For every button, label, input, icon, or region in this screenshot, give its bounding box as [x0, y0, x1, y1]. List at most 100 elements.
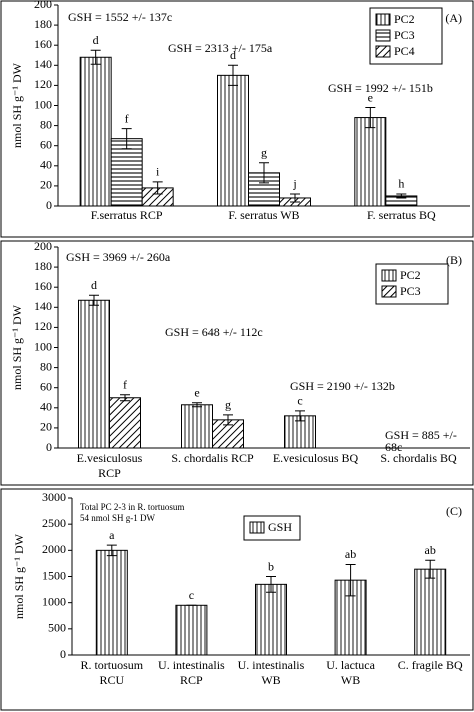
legend-swatch	[375, 45, 391, 58]
y-tick-label: 40	[40, 158, 52, 172]
panel-label: (C)	[446, 504, 462, 518]
x-tick-label: U. intestinalis WB	[237, 658, 305, 687]
error-bar	[259, 162, 269, 184]
y-tick-label: 80	[40, 117, 52, 131]
error-bar	[290, 193, 300, 203]
legend-label: PC2	[400, 268, 421, 282]
y-tick-label: 160	[34, 279, 52, 293]
legend-swatch	[381, 269, 397, 282]
significance-letter: a	[109, 528, 115, 542]
y-tick-label: 200	[34, 0, 52, 11]
x-tick-label: U. lactuca WB	[326, 658, 375, 687]
y-tick-label: 60	[40, 137, 52, 151]
y-axis-label: nmol SH g⁻¹ DW	[10, 62, 24, 148]
legend-swatch	[381, 285, 397, 298]
x-tick-label: U. intestinalis RCP	[158, 658, 225, 687]
y-tick-label: 100	[34, 97, 52, 111]
error-bar	[121, 128, 132, 150]
significance-letter: e	[368, 90, 373, 104]
error-bar	[425, 559, 436, 579]
annotation: GSH = 2313 +/- 175a	[168, 41, 273, 55]
significance-letter: d	[230, 48, 236, 62]
significance-letter: g	[225, 398, 231, 412]
bar	[217, 74, 249, 207]
y-tick-label: 500	[48, 621, 66, 635]
y-tick-label: 0	[60, 647, 66, 661]
bar	[109, 397, 141, 449]
y-tick-label: 200	[34, 239, 52, 253]
significance-letter: i	[156, 165, 160, 179]
bar	[414, 568, 447, 656]
y-tick-label: 3000	[42, 490, 66, 504]
error-bar	[295, 410, 305, 422]
y-tick-label: 2500	[42, 516, 66, 530]
x-tick-label: R. tortuosum RCU	[80, 658, 144, 687]
legend-label: PC3	[400, 284, 421, 298]
x-tick-label: S. chordalis BQ	[380, 451, 457, 465]
annotation: GSH = 885 +/- 68c	[385, 428, 457, 454]
x-tick-label: F. serratus WB	[228, 208, 300, 222]
x-tick-label: E.vesiculosus RCP	[76, 451, 143, 480]
legend-label: GSH	[268, 520, 292, 534]
panel-frame	[0, 488, 474, 711]
error-bar	[345, 563, 356, 597]
significance-letter: e	[194, 386, 199, 400]
significance-letter: c	[189, 588, 194, 602]
significance-letter: j	[292, 177, 296, 191]
significance-letter: d	[93, 33, 99, 47]
significance-letter: ab	[345, 547, 356, 561]
significance-letter: g	[261, 146, 267, 160]
panel-label: (A)	[445, 11, 462, 25]
y-tick-label: 160	[34, 37, 52, 51]
panel-frame	[0, 240, 474, 486]
panel-frame	[0, 0, 474, 238]
error-bar	[266, 576, 276, 593]
y-tick-label: 1500	[42, 568, 66, 582]
significance-letter: c	[297, 394, 302, 408]
bar	[110, 138, 143, 207]
x-tick-label: C. fragile BQ	[397, 658, 463, 672]
y-tick-label: 120	[34, 77, 52, 91]
legend-swatch	[375, 29, 391, 42]
bar	[79, 56, 112, 207]
y-tick-label: 180	[34, 17, 52, 31]
significance-letter: h	[398, 177, 404, 191]
y-tick-label: 100	[34, 339, 52, 353]
x-tick-label: F. serratus BQ	[366, 208, 436, 222]
y-tick-label: 180	[34, 259, 52, 273]
y-tick-label: 20	[40, 178, 52, 192]
significance-letter: f	[123, 377, 127, 391]
significance-letter: d	[91, 278, 97, 292]
x-tick-label: F.serratus RCP	[90, 208, 163, 222]
legend-label: PC2	[394, 12, 415, 26]
significance-letter: b	[268, 559, 274, 573]
annotation: GSH = 1552 +/- 137c	[68, 10, 173, 24]
x-tick-label: E.vesiculosus BQ	[272, 451, 359, 465]
y-tick-label: 80	[40, 359, 52, 373]
annotation: GSH = 648 +/- 112c	[165, 325, 263, 339]
error-bar	[396, 193, 407, 199]
legend-label: PC3	[394, 28, 415, 42]
error-bar	[228, 64, 238, 86]
y-tick-label: 0	[46, 198, 52, 212]
error-bar	[120, 394, 130, 402]
legend-swatch	[375, 13, 391, 26]
annotation: GSH = 2190 +/- 132b	[290, 379, 395, 393]
y-tick-label: 20	[40, 420, 52, 434]
panel-label: (B)	[446, 253, 462, 267]
annotation: GSH = 3969 +/- 260a	[66, 250, 171, 264]
y-tick-label: 140	[34, 299, 52, 313]
error-bar	[89, 294, 99, 306]
y-tick-label: 140	[34, 57, 52, 71]
bar	[175, 604, 208, 656]
annotation: Total PC 2-3 in R. tortuosum 54 nmol SH …	[80, 502, 185, 523]
y-tick-label: 2000	[42, 542, 66, 556]
annotation: GSH = 1992 +/- 151b	[328, 81, 433, 95]
error-bar	[106, 544, 117, 557]
y-tick-label: 1000	[42, 594, 66, 608]
bar	[95, 549, 128, 656]
bar	[354, 117, 387, 207]
y-tick-label: 0	[46, 440, 52, 454]
